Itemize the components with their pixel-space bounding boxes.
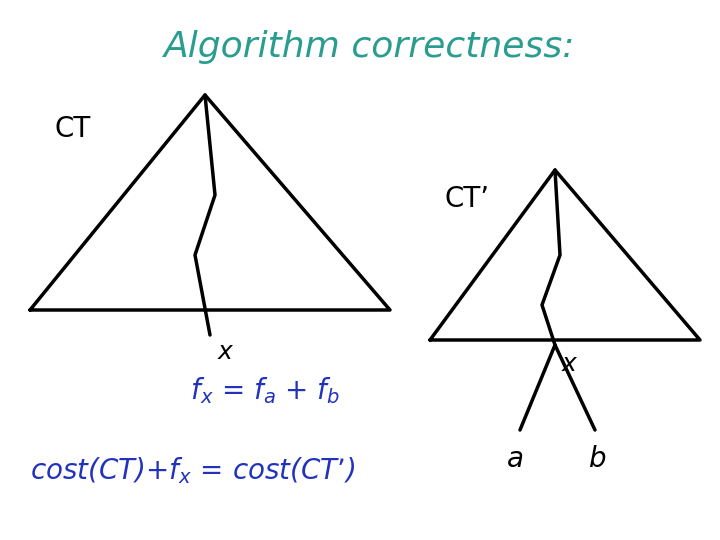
Text: CT’: CT’ bbox=[445, 185, 490, 213]
Text: b: b bbox=[589, 445, 607, 473]
Text: CT: CT bbox=[55, 115, 91, 143]
Text: x: x bbox=[218, 340, 233, 364]
Text: cost(CT)+f$_x$ = cost(CT’): cost(CT)+f$_x$ = cost(CT’) bbox=[30, 455, 356, 486]
Text: Algorithm correctness:: Algorithm correctness: bbox=[164, 30, 576, 64]
Text: a: a bbox=[506, 445, 523, 473]
Text: f$_x$ = f$_a$ + f$_b$: f$_x$ = f$_a$ + f$_b$ bbox=[190, 375, 341, 406]
Text: x: x bbox=[562, 352, 577, 376]
